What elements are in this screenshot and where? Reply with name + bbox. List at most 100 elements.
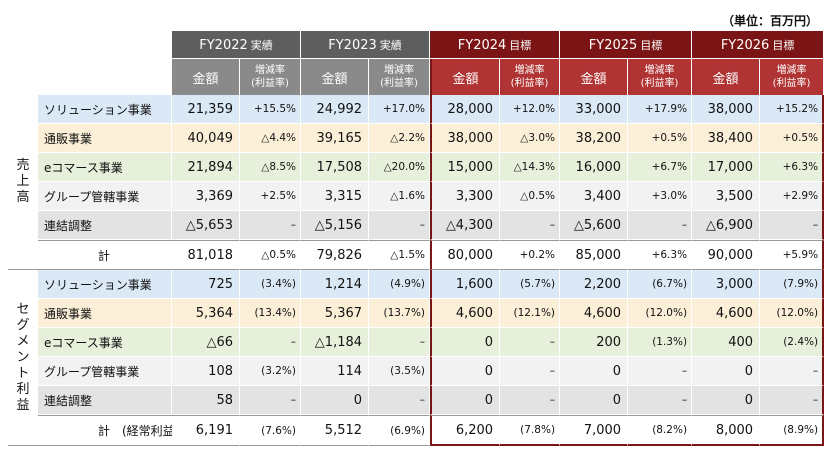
rate-cell: (3.4%)	[240, 270, 302, 299]
amount-cell: 17,000	[692, 153, 761, 182]
rate-cell: (13.4%)	[240, 299, 302, 328]
section-title: 売上高	[8, 95, 38, 270]
section-title-text: 売上高	[8, 158, 38, 206]
amount-cell: 3,315	[301, 182, 370, 211]
amount-cell: 7,000	[560, 415, 629, 446]
section-title-char: 利	[16, 381, 30, 397]
table-row: セグメント利益ソリューション事業 725 (3.4%) 1,214 (4.9%) 1,60…	[8, 270, 825, 446]
rate-cell: (3.2%)	[240, 357, 302, 386]
rate-cell: △1.5%	[369, 240, 431, 270]
amount-cell: △6,900	[692, 211, 761, 240]
amount-cell: 4,600	[560, 299, 629, 328]
rate-header-line2: (利益率)	[251, 78, 289, 89]
table-row: グループ管轄事業 3,369 +2.5% 3,315 △1.6% 3,300 △0.5% 3,…	[8, 182, 825, 211]
rate-cell: –	[369, 328, 431, 357]
section-title-char: セ	[16, 301, 30, 317]
rate-cell: (7.9%)	[760, 270, 825, 299]
rate-header: 増減率 (利益率)	[628, 59, 693, 95]
segment-name: 通販事業	[38, 299, 172, 328]
year-label: FY2025	[588, 37, 638, 53]
section-title-char: メ	[16, 333, 30, 349]
rate-header: 増減率 (利益率)	[760, 59, 825, 95]
segment-name: eコマース事業	[38, 328, 172, 357]
table-row: eコマース事業 △66– △1,184–0–200 (1.3%) 400 (2.4%)	[8, 328, 825, 357]
segment-name: グループ管轄事業	[38, 182, 172, 211]
rate-cell: △1.6%	[369, 182, 431, 211]
amount-cell: 0	[560, 357, 629, 386]
amount-cell: 3,400	[560, 182, 629, 211]
total-row: 計 81,018 △0.5% 79,826 △1.5% 80,000 +0.2% 85,000…	[8, 240, 825, 270]
section-title-char: 上	[16, 174, 30, 189]
rate-cell: (12.1%)	[500, 299, 561, 328]
total-label: 計	[38, 240, 172, 270]
amount-cell: 38,000	[692, 95, 761, 124]
rate-cell: +3.0%	[628, 182, 693, 211]
year-label: FY2023	[328, 37, 377, 53]
financial-plan-table: FY2022 実績 FY2023 実績 FY2024 目標 FY2025 目標 FY2026 目標…	[8, 31, 825, 446]
amount-cell: 16,000	[560, 153, 629, 182]
rate-cell: (12.0%)	[760, 299, 825, 328]
rate-cell: +17.0%	[369, 95, 431, 124]
amount-cell: 6,191	[172, 415, 240, 446]
rate-cell: –	[369, 211, 431, 240]
section-title-char: 益	[16, 397, 30, 413]
amount-cell: 38,000	[430, 124, 501, 153]
amount-cell: 0	[692, 386, 761, 415]
segment-name: ソリューション事業	[38, 270, 172, 299]
table-row: 通販事業 40,049 △4.4% 39,165 △2.2% 38,000 △3.0% 38,…	[8, 124, 825, 153]
rate-cell: –	[240, 211, 302, 240]
rate-cell: (7.6%)	[240, 415, 302, 446]
year-tag: 目標	[509, 38, 532, 52]
rate-cell: (7.8%)	[500, 415, 561, 446]
rate-cell: (12.0%)	[628, 299, 693, 328]
amount-header: 金額	[430, 59, 501, 95]
amount-cell: 24,992	[301, 95, 370, 124]
rate-cell: –	[760, 386, 825, 415]
segment-name: 通販事業	[38, 124, 172, 153]
rate-cell: –	[500, 211, 561, 240]
header-spacer	[8, 31, 172, 59]
rate-header-line2: (利益率)	[772, 78, 811, 89]
rate-cell: (2.4%)	[760, 328, 825, 357]
rate-header-line1: 増減率	[776, 65, 807, 76]
rate-cell: –	[628, 357, 693, 386]
rate-header-line1: 増減率	[644, 65, 675, 76]
amount-cell: 90,000	[692, 240, 761, 270]
amount-header: 金額	[692, 59, 761, 95]
rate-header-line1: 増減率	[384, 65, 415, 76]
amount-cell: 0	[301, 386, 370, 415]
amount-cell: 1,214	[301, 270, 370, 299]
amount-cell: 81,018	[172, 240, 240, 270]
amount-cell: 6,200	[430, 415, 501, 446]
rate-cell: –	[369, 386, 431, 415]
total-label: 計 (経常利益)	[38, 415, 172, 446]
year-label: FY2022	[199, 37, 248, 53]
rate-cell: +15.5%	[240, 95, 302, 124]
amount-cell: 3,500	[692, 182, 761, 211]
segment-name: グループ管轄事業	[38, 357, 172, 386]
amount-cell: △4,300	[430, 211, 501, 240]
amount-cell: 39,165	[301, 124, 370, 153]
rate-cell: △0.5%	[500, 182, 561, 211]
rate-cell: +0.5%	[760, 124, 825, 153]
amount-cell: △5,653	[172, 211, 240, 240]
segment-name: 連結調整	[38, 386, 172, 415]
rate-cell: △14.3%	[500, 153, 561, 182]
rate-cell: +12.0%	[500, 95, 561, 124]
amount-cell: 5,364	[172, 299, 240, 328]
total-row: 計 (経常利益) 6,191 (7.6%) 5,512 (6.9%) 6,200 (7.8%…	[8, 415, 825, 446]
section-title: セグメント利益	[8, 270, 38, 446]
segment-name: 連結調整	[38, 211, 172, 240]
table-row: 通販事業 5,364 (13.4%) 5,367 (13.7%) 4,600 (12.1%)…	[8, 299, 825, 328]
table-row: 連結調整 △5,653– △5,156– △4,300– △5,600– △6,900–	[8, 211, 825, 240]
amount-cell: 15,000	[430, 153, 501, 182]
rate-cell: +2.9%	[760, 182, 825, 211]
rate-cell: △3.0%	[500, 124, 561, 153]
rate-cell: +6.3%	[628, 240, 693, 270]
amount-header: 金額	[301, 59, 370, 95]
amount-cell: 725	[172, 270, 240, 299]
amount-cell: 58	[172, 386, 240, 415]
rate-cell: –	[760, 211, 825, 240]
amount-cell: △5,156	[301, 211, 370, 240]
amount-header: 金額	[172, 59, 240, 95]
